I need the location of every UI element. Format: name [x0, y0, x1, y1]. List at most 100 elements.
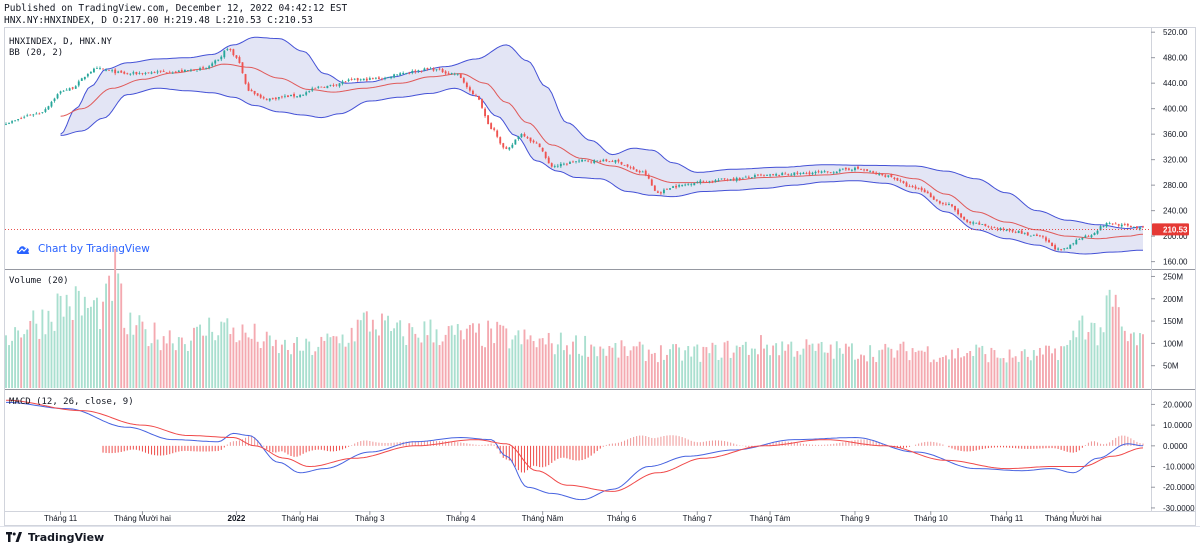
price-axis-tick-label: 360.00 [1163, 130, 1188, 139]
volume-bar [1035, 355, 1038, 388]
volume-axis-tick-label: 200M [1163, 295, 1183, 304]
candle [338, 83, 341, 87]
volume-bar [1090, 322, 1093, 388]
candle [990, 227, 993, 229]
volume-bar [562, 350, 565, 388]
candle [838, 169, 841, 172]
volume-bar [711, 342, 714, 388]
candle [647, 174, 650, 179]
volume-bar [296, 337, 299, 388]
candle [769, 174, 772, 176]
candle [517, 136, 520, 139]
candle [438, 68, 441, 70]
candle [371, 78, 374, 80]
candle [68, 88, 71, 91]
candle [1084, 235, 1087, 238]
volume-bar [681, 360, 684, 388]
candle [462, 78, 465, 83]
candle [532, 140, 535, 143]
macd-axis-tick-label: -20.0000 [1163, 483, 1195, 492]
candle [1026, 232, 1029, 236]
volume-bar [729, 357, 732, 388]
candle [32, 114, 35, 116]
candle [302, 94, 305, 96]
volume-bar [954, 358, 956, 388]
volume-bar [365, 311, 368, 388]
candle [165, 72, 168, 74]
candle [217, 59, 220, 61]
candle [632, 167, 635, 170]
volume-bar [1084, 339, 1087, 388]
volume-bar [884, 343, 887, 388]
volume-bar [984, 354, 987, 388]
volume-bar [487, 320, 490, 388]
chart-frame[interactable] [4, 27, 1196, 526]
candle [296, 96, 299, 98]
candle [271, 97, 274, 99]
volume-bar [338, 343, 341, 388]
candle [332, 85, 335, 86]
volume-bar [611, 347, 614, 388]
chart-by-tradingview-link[interactable]: Chart by TradingView [16, 243, 150, 255]
volume-bar [86, 307, 89, 388]
candle [966, 219, 969, 222]
bb-fill [60, 37, 1144, 254]
volume-bar [199, 324, 201, 388]
candle [268, 98, 271, 101]
volume-bar [311, 354, 314, 388]
candle [702, 180, 705, 182]
candle [511, 144, 514, 148]
macd-label[interactable]: MACD (12, 26, close, 9) [9, 397, 134, 407]
candle [356, 78, 359, 81]
volume-bar [811, 343, 814, 388]
candle [529, 137, 532, 142]
candle [159, 70, 162, 72]
volume-bar [217, 335, 220, 388]
volume-bar [581, 355, 584, 388]
volume-bar [277, 353, 280, 388]
volume-bar [144, 329, 147, 388]
candle [241, 62, 244, 74]
volume-bar [523, 329, 526, 388]
volume-bar [314, 351, 317, 388]
candle [984, 223, 987, 226]
candle [826, 171, 829, 173]
volume-bar [280, 344, 283, 388]
volume-bar [687, 345, 690, 388]
candle [235, 55, 238, 58]
volume-bar [1066, 344, 1069, 388]
candle [857, 166, 859, 169]
volume-bar [1060, 346, 1063, 388]
candle [341, 81, 344, 84]
volume-axis-tick-label: 250M [1163, 272, 1183, 281]
volume-bar [787, 344, 790, 388]
candle [478, 96, 480, 100]
volume-bar [168, 330, 171, 388]
candle [499, 137, 502, 144]
candle [1132, 226, 1135, 228]
candle [50, 101, 53, 107]
volume-bar [14, 327, 17, 388]
candle [620, 162, 623, 165]
volume-bar [62, 316, 65, 388]
candle [738, 177, 741, 180]
volume-bar [323, 340, 326, 388]
volume-bar [478, 323, 480, 388]
macd-line [6, 401, 1144, 501]
candle [562, 163, 565, 165]
volume-bar [963, 356, 966, 388]
volume-bar [359, 320, 362, 388]
tradingview-logo-text[interactable]: TradingView [28, 530, 105, 544]
volume-bar [1135, 345, 1138, 388]
bb-label[interactable]: BB (20, 2) [9, 48, 64, 58]
volume-bar [517, 330, 520, 388]
volume-label[interactable]: Volume (20) [9, 276, 69, 286]
candle [171, 72, 174, 74]
candle [441, 69, 444, 73]
volume-bar [205, 335, 208, 388]
candle [908, 186, 911, 188]
volume-bar [650, 353, 653, 388]
volume-bar [1078, 320, 1081, 388]
candle [487, 115, 490, 125]
